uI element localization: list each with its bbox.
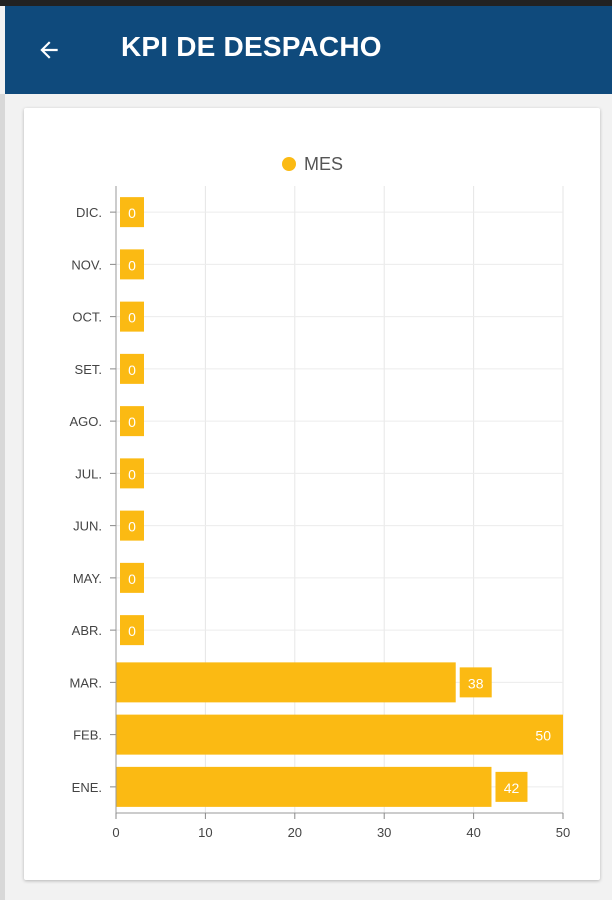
- legend-swatch: [282, 157, 296, 171]
- y-tick-label: NOV.: [71, 257, 102, 272]
- data-label: 0: [128, 414, 136, 430]
- data-label-box: [459, 667, 492, 698]
- x-tick-label: 20: [288, 825, 302, 840]
- y-tick-label: AGO.: [69, 414, 102, 429]
- left-edge-strip: [0, 94, 5, 900]
- data-label-box: [120, 197, 144, 228]
- x-tick-label: 10: [198, 825, 212, 840]
- y-tick-label: DIC.: [76, 205, 102, 220]
- y-tick-label: OCT.: [72, 310, 102, 325]
- app-bar: KPI DE DESPACHO: [5, 6, 612, 94]
- data-label: 0: [128, 257, 136, 273]
- chart-legend: MES: [282, 154, 343, 174]
- y-tick-label: MAR.: [70, 675, 103, 690]
- x-tick-label: 30: [377, 825, 391, 840]
- data-label: 50: [535, 728, 551, 744]
- data-label-box: [120, 510, 144, 541]
- back-button[interactable]: [27, 28, 71, 72]
- y-tick-label: JUL.: [75, 466, 102, 481]
- chart-axes: ENE. FEB. MAR. ABR. MAY. JUN. JUL. AGO. SET. OCT.…: [69, 186, 570, 840]
- data-label: 0: [128, 205, 136, 221]
- data-label: 42: [504, 780, 520, 796]
- data-label-box: [120, 249, 144, 280]
- x-tick-label: 40: [466, 825, 480, 840]
- data-label: 0: [128, 623, 136, 639]
- x-tick-label: 50: [556, 825, 570, 840]
- data-label: 0: [128, 310, 136, 326]
- chart-bars: 42 50 38 0 0 0 0 0 0 0 0 0: [116, 197, 563, 807]
- legend-label: MES: [304, 153, 344, 174]
- data-label: 0: [128, 362, 136, 378]
- bar[interactable]: [116, 662, 456, 703]
- y-tick-label: ENE.: [72, 780, 102, 795]
- arrow-back-icon: [40, 41, 58, 59]
- y-tick-label: JUN.: [73, 519, 102, 534]
- data-label-box: [495, 771, 528, 802]
- y-tick-label: FEB.: [73, 728, 102, 743]
- data-label-box: [120, 406, 144, 437]
- data-label-box: [120, 562, 144, 593]
- data-label-box: [120, 615, 144, 646]
- page-title: KPI DE DESPACHO: [121, 31, 382, 62]
- data-label: 38: [468, 675, 484, 691]
- data-label: 0: [128, 466, 136, 482]
- data-label-box: [120, 353, 144, 384]
- y-tick-label: SET.: [75, 362, 102, 377]
- x-tick-label: 0: [112, 825, 119, 840]
- data-label-box: [120, 458, 144, 489]
- data-label: 0: [128, 519, 136, 535]
- bar[interactable]: [116, 766, 492, 807]
- bar[interactable]: [116, 714, 563, 755]
- data-label: 0: [128, 571, 136, 587]
- y-tick-label: MAY.: [73, 571, 102, 586]
- data-label-box: [120, 301, 144, 332]
- status-strip: [0, 0, 612, 6]
- y-tick-label: ABR.: [72, 623, 102, 638]
